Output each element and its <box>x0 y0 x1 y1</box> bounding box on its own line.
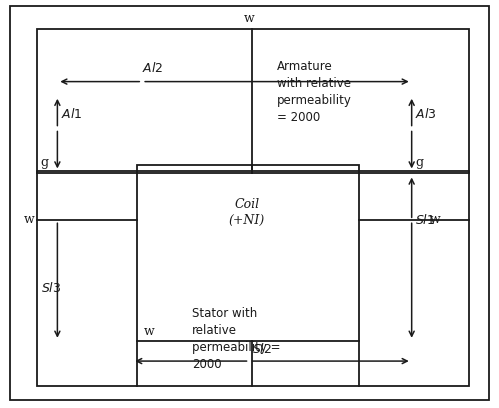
Bar <box>137 165 359 341</box>
Text: Armature
with relative
permeability
= 2000: Armature with relative permeability = 20… <box>277 60 352 124</box>
Text: $\mathit{Al2}$: $\mathit{Al2}$ <box>142 62 164 75</box>
Text: $\mathit{Sl2}$: $\mathit{Sl2}$ <box>252 342 272 356</box>
Text: g: g <box>40 156 48 169</box>
Text: g: g <box>416 156 424 169</box>
Text: w: w <box>430 213 441 226</box>
Text: $\mathit{Sl1}$: $\mathit{Sl1}$ <box>415 213 435 227</box>
Text: $\mathit{Al1}$: $\mathit{Al1}$ <box>61 107 82 121</box>
Text: w: w <box>143 325 154 338</box>
Text: Coil: Coil <box>235 197 259 211</box>
Text: $\mathit{Sl3}$: $\mathit{Sl3}$ <box>41 281 62 295</box>
Text: (+NI): (+NI) <box>229 214 265 227</box>
Text: w: w <box>23 213 34 226</box>
Bar <box>37 29 469 173</box>
Text: Stator with
relative
permeability =
2000: Stator with relative permeability = 2000 <box>192 307 280 370</box>
Bar <box>37 171 469 386</box>
Text: w: w <box>244 12 255 25</box>
Text: $\mathit{Al3}$: $\mathit{Al3}$ <box>415 107 437 121</box>
